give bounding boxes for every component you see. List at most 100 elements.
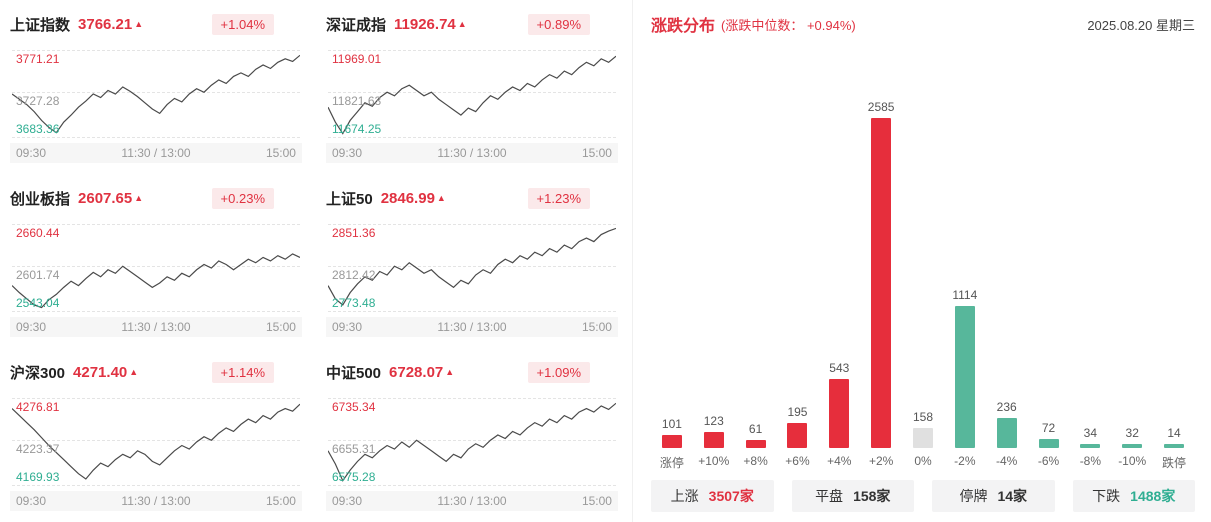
bar-value-label: 543 — [829, 361, 850, 375]
y-axis-mid-label: 2812.42 — [332, 267, 376, 282]
mini-chart-csi300[interactable]: 沪深300 4271.40 ▲ +1.14% 4276.81 4223.37 4… — [0, 348, 316, 522]
x-tick-close: 15:00 — [581, 146, 612, 160]
index-value: 6728.07 — [389, 363, 444, 381]
gridline — [328, 311, 616, 312]
index-name: 上证指数 — [10, 16, 71, 34]
y-axis-high-label: 2660.44 — [16, 226, 60, 240]
line-chart: 3771.21 3727.28 3683.36 — [12, 42, 300, 138]
y-axis-high-label: 11969.01 — [332, 52, 382, 66]
distribution-bar: 34 -8% — [1069, 50, 1111, 470]
mini-chart-chinext[interactable]: 创业板指 2607.65 ▲ +0.23% 2660.44 2601.74 25… — [0, 174, 316, 348]
gridline — [328, 439, 616, 441]
index-value: 2846.99 — [380, 189, 435, 207]
bar-category-label: -4% — [996, 454, 1018, 468]
y-axis-low-label: 2773.48 — [332, 296, 376, 310]
chart-header: 中证500 6728.07 ▲ +1.09% — [326, 360, 618, 384]
index-name: 创业板指 — [10, 190, 71, 208]
mini-chart-sh-composite[interactable]: 上证指数 3766.21 ▲ +1.04% 3771.21 3727.28 36… — [0, 0, 316, 174]
bar-rect — [1164, 444, 1185, 448]
y-axis-high-label: 4276.81 — [16, 400, 60, 414]
bar-value-label: 2585 — [867, 100, 895, 114]
bar-category-label: +4% — [827, 454, 852, 468]
line-chart: 6735.34 6655.31 6575.28 — [328, 390, 616, 486]
x-tick-open: 09:30 — [332, 320, 363, 334]
bar-value-label: 101 — [661, 417, 682, 431]
gridline — [12, 439, 300, 441]
x-tick-noon: 11:30 / 13:00 — [121, 146, 191, 160]
price-line — [12, 224, 300, 312]
x-tick-close: 15:00 — [265, 146, 296, 160]
change-badge: +1.14% — [211, 361, 274, 383]
chart-header: 上证指数 3766.21 ▲ +1.04% — [10, 12, 302, 36]
price-line — [328, 50, 616, 138]
index-name: 上证50 — [326, 190, 373, 208]
bar-rect — [703, 432, 724, 448]
bar-rect — [996, 418, 1017, 448]
y-axis-high-label: 2851.36 — [332, 226, 376, 240]
index-value: 11926.74 — [394, 15, 456, 33]
stat-value: 158家 — [853, 488, 891, 504]
bar-rect — [829, 379, 850, 448]
y-axis-high-label: 3771.21 — [16, 52, 60, 66]
bar-category-label: -6% — [1037, 454, 1060, 468]
y-axis-low-label: 3683.36 — [16, 122, 60, 136]
distribution-bar: 32 -10% — [1111, 50, 1153, 470]
y-axis-low-label: 11674.25 — [332, 122, 382, 136]
distribution-bars: 101 涨停 123 +10% 61 +8% 195 +6% 543 +4% 2585 +2% 158 0… — [651, 50, 1195, 470]
distribution-bar: 1114 -2% — [944, 50, 986, 470]
x-tick-open: 09:30 — [332, 146, 363, 160]
up-arrow-icon: ▲ — [436, 193, 446, 203]
x-axis: 09:30 11:30 / 13:00 15:00 — [10, 491, 302, 511]
up-arrow-icon: ▲ — [457, 19, 467, 29]
x-tick-open: 09:30 — [16, 494, 47, 508]
distribution-bar: 101 涨停 — [651, 50, 693, 470]
up-arrow-icon: ▲ — [129, 367, 139, 377]
stat-advancers: 上涨 3507家 — [651, 480, 774, 512]
bar-value-label: 236 — [996, 400, 1017, 414]
bar-value-label: 34 — [1083, 426, 1098, 440]
gridline — [328, 224, 616, 225]
bar-category-label: +8% — [743, 454, 768, 468]
bar-value-label: 195 — [787, 405, 808, 419]
x-tick-noon: 11:30 / 13:00 — [437, 320, 507, 334]
y-axis-mid-label: 6655.31 — [332, 441, 376, 456]
x-tick-open: 09:30 — [16, 146, 47, 160]
stat-label: 下跌 — [1092, 488, 1121, 504]
y-axis-mid-label: 2601.74 — [16, 267, 60, 282]
stat-value: 3507家 — [708, 488, 754, 504]
x-tick-open: 09:30 — [332, 494, 363, 508]
gridline — [328, 398, 616, 399]
stat-unchanged: 平盘 158家 — [791, 480, 914, 512]
price-line — [12, 398, 300, 486]
x-tick-close: 15:00 — [581, 320, 612, 334]
index-value: 2607.65 — [78, 189, 133, 207]
mini-chart-sz-component[interactable]: 深证成指 11926.74 ▲ +0.89% 11969.01 11821.63… — [316, 0, 632, 174]
change-badge: +0.89% — [527, 13, 590, 35]
x-tick-close: 15:00 — [265, 494, 296, 508]
y-axis-mid-label: 4223.37 — [16, 441, 60, 456]
x-tick-close: 15:00 — [265, 320, 296, 334]
bar-rect — [954, 306, 975, 448]
x-axis: 09:30 11:30 / 13:00 15:00 — [326, 317, 618, 337]
bar-category-label: +6% — [785, 454, 810, 468]
gridline — [328, 91, 616, 93]
distribution-bar: 72 -6% — [1028, 50, 1070, 470]
bar-rect — [871, 118, 892, 448]
x-tick-close: 15:00 — [581, 494, 612, 508]
gridline — [328, 485, 616, 486]
x-tick-open: 09:30 — [16, 320, 47, 334]
mini-chart-csi500[interactable]: 中证500 6728.07 ▲ +1.09% 6735.34 6655.31 6… — [316, 348, 632, 522]
mini-chart-sse50[interactable]: 上证50 2846.99 ▲ +1.23% 2851.36 2812.42 27… — [316, 174, 632, 348]
change-badge: +0.23% — [211, 187, 274, 209]
distribution-bar: 158 0% — [902, 50, 944, 470]
y-axis-mid-label: 3727.28 — [16, 93, 60, 108]
up-arrow-icon: ▲ — [134, 193, 144, 203]
distribution-bar: 61 +8% — [735, 50, 777, 470]
y-axis-low-label: 2543.04 — [16, 296, 60, 310]
index-name: 沪深300 — [10, 364, 66, 382]
change-badge: +1.09% — [527, 361, 590, 383]
bar-value-label: 72 — [1041, 421, 1056, 435]
date-label: 2025.08.20 星期三 — [1087, 17, 1195, 33]
y-axis-low-label: 4169.93 — [16, 470, 60, 484]
